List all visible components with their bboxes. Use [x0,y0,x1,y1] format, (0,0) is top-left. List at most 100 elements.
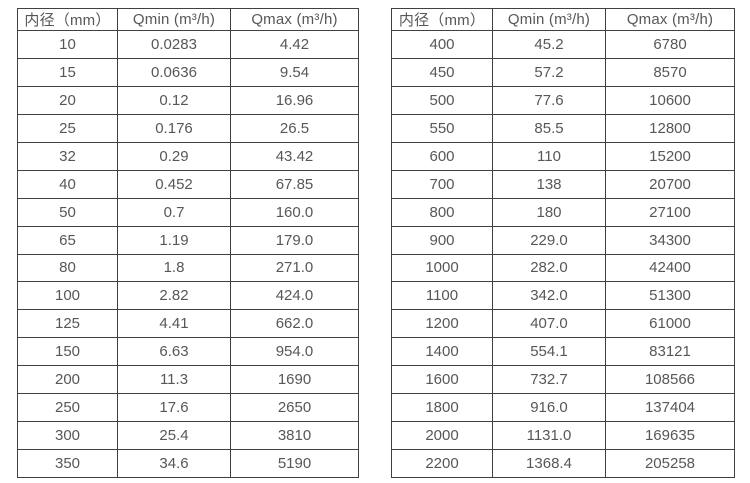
table-cell: 9.54 [230,57,359,87]
table-cell: 180 [492,197,606,227]
table-cell: 732.7 [492,365,606,395]
table-cell: 125 [17,309,118,339]
table-cell: 40 [17,169,118,199]
table-cell: 271.0 [230,253,359,283]
table-row: 20 0.12 16.96 [17,85,359,115]
table-cell: 500 [391,85,493,115]
table-row: 900 229.0 34300 [391,225,735,255]
flow-rate-table-large-diameters: 内径（mm） Qmin (m³/h) Qmax (m³/h) 400 45.2 6780 4… [391,8,735,478]
table-row: 600 110 15200 [391,141,735,171]
table-row: 32 0.29 43.42 [17,141,359,171]
table-row: 15 0.0636 9.54 [17,57,359,87]
flow-rate-table-small-diameters: 内径（mm） Qmin (m³/h) Qmax (m³/h) 10 0.0283 4.42… [17,8,359,478]
table-cell: 15200 [605,141,735,171]
table-cell: 150 [17,337,118,367]
table-cell: 45.2 [492,30,606,59]
table-cell: 10600 [605,85,735,115]
table-cell: 11.3 [117,365,231,395]
table-row: 800 180 27100 [391,197,735,227]
table-cell: 554.1 [492,337,606,367]
table-cell: 1131.0 [492,421,606,451]
table-cell: 43.42 [230,141,359,171]
table-cell: 80 [17,253,118,283]
table-cell: 160.0 [230,197,359,227]
column-header: Qmin (m³/h) [117,8,231,31]
table-row: 1200 407.0 61000 [391,309,735,339]
table-cell: 61000 [605,309,735,339]
table-cell: 1368.4 [492,449,606,478]
table-cell: 600 [391,141,493,171]
table-cell: 17.6 [117,393,231,423]
table-row: 2200 1368.4 205258 [391,449,735,478]
table-row: 150 6.63 954.0 [17,337,359,367]
table-cell: 954.0 [230,337,359,367]
table-cell: 1.19 [117,225,231,255]
table-cell: 300 [17,421,118,451]
table-row: 100 2.82 424.0 [17,281,359,311]
table-cell: 85.5 [492,113,606,143]
table-cell: 400 [391,30,493,59]
table-cell: 0.176 [117,113,231,143]
table-cell: 0.7 [117,197,231,227]
table-cell: 0.452 [117,169,231,199]
header-row: 内径（mm） Qmin (m³/h) Qmax (m³/h) [391,8,735,31]
table-cell: 10 [17,30,118,59]
table-cell: 1.8 [117,253,231,283]
table-row: 1100 342.0 51300 [391,281,735,311]
table-row: 10 0.0283 4.42 [17,30,359,59]
table-cell: 550 [391,113,493,143]
table-cell: 179.0 [230,225,359,255]
table-cell: 450 [391,57,493,87]
table-cell: 0.29 [117,141,231,171]
table-cell: 6.63 [117,337,231,367]
table-row: 300 25.4 3810 [17,421,359,451]
table-cell: 1100 [391,281,493,311]
table-cell: 342.0 [492,281,606,311]
table-cell: 2.82 [117,281,231,311]
table-cell: 350 [17,449,118,478]
table-cell: 1600 [391,365,493,395]
table-cell: 25 [17,113,118,143]
table-row: 200 11.3 1690 [17,365,359,395]
table-cell: 0.0636 [117,57,231,87]
table-cell: 83121 [605,337,735,367]
table-row: 50 0.7 160.0 [17,197,359,227]
table-cell: 108566 [605,365,735,395]
table-cell: 50 [17,197,118,227]
table-cell: 2000 [391,421,493,451]
table-cell: 34.6 [117,449,231,478]
header-row: 内径（mm） Qmin (m³/h) Qmax (m³/h) [17,8,359,31]
table-cell: 229.0 [492,225,606,255]
table-cell: 1200 [391,309,493,339]
column-header: Qmax (m³/h) [605,8,735,31]
column-header: Qmin (m³/h) [492,8,606,31]
table-row: 500 77.6 10600 [391,85,735,115]
table-row: 350 34.6 5190 [17,449,359,478]
table-cell: 4.42 [230,30,359,59]
table-cell: 138 [492,169,606,199]
table-cell: 77.6 [492,85,606,115]
table-cell: 51300 [605,281,735,311]
table-cell: 1000 [391,253,493,283]
table-cell: 5190 [230,449,359,478]
table-row: 25 0.176 26.5 [17,113,359,143]
table-cell: 1800 [391,393,493,423]
table-cell: 65 [17,225,118,255]
table-cell: 20700 [605,169,735,199]
column-header: Qmax (m³/h) [230,8,359,31]
table-cell: 662.0 [230,309,359,339]
table-cell: 0.12 [117,85,231,115]
table-cell: 250 [17,393,118,423]
table-row: 2000 1131.0 169635 [391,421,735,451]
table-cell: 32 [17,141,118,171]
table-cell: 900 [391,225,493,255]
table-row: 80 1.8 271.0 [17,253,359,283]
table-cell: 0.0283 [117,30,231,59]
table-cell: 110 [492,141,606,171]
table-cell: 916.0 [492,393,606,423]
table-row: 125 4.41 662.0 [17,309,359,339]
column-header: 内径（mm） [391,8,493,31]
table-cell: 205258 [605,449,735,478]
table-row: 400 45.2 6780 [391,30,735,59]
